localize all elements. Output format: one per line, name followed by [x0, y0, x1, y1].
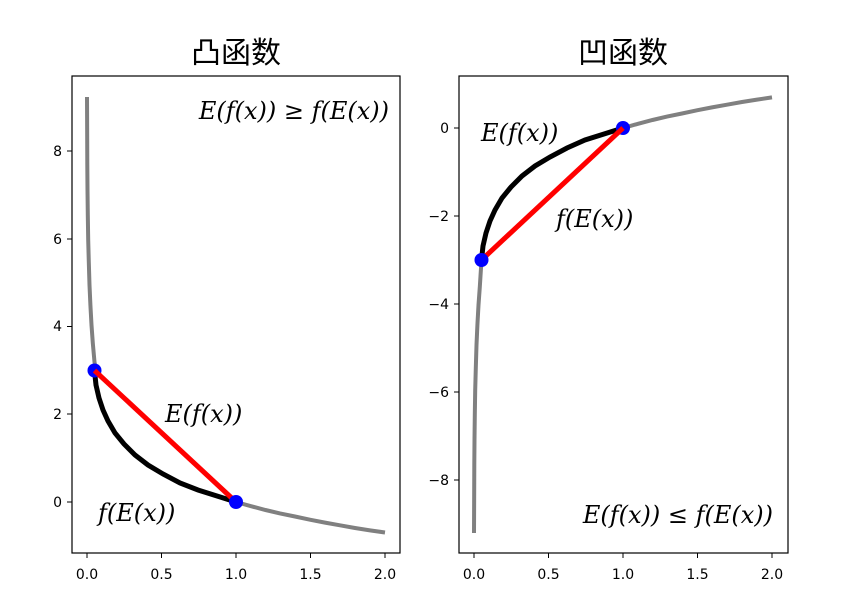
- right-y-ticks: [454, 127, 459, 481]
- left-ytick-label: 6: [53, 232, 62, 248]
- right-chord-cap: [615, 126, 625, 136]
- left-xtick-label: 0.5: [150, 567, 172, 583]
- right-concave-segment: [479, 125, 624, 261]
- right-annotation-expected-f: E(f(x)): [480, 119, 558, 147]
- right-chart-title: 凹函数: [578, 36, 668, 71]
- right-xtick-label: 1.5: [686, 567, 708, 583]
- right-ytick-label: −2: [428, 209, 449, 225]
- left-ytick-label: 2: [53, 407, 62, 423]
- right-xtick-label: 2.0: [761, 567, 783, 583]
- right-axes: 0.0 0.5 1.0 1.5 2.0 0 −2 −4 −6 −8 E(f(x)…: [428, 75, 789, 583]
- right-plot-frame: [458, 75, 789, 554]
- left-xtick-label: 1.5: [299, 567, 321, 583]
- right-xtick-label: 0.5: [537, 567, 559, 583]
- right-annotation-inequality: E(f(x)) ≤ f(E(x)): [582, 501, 773, 529]
- left-ytick-label: 8: [53, 144, 62, 160]
- right-ytick-label: −8: [428, 473, 449, 489]
- left-plot-frame: [71, 75, 401, 554]
- left-y-ticks: [67, 150, 72, 503]
- right-ytick-label: 0: [440, 121, 449, 137]
- left-x-ticks: [86, 553, 386, 558]
- right-annotation-f-expected: f(E(x)): [554, 205, 633, 233]
- left-xtick-label: 2.0: [374, 567, 396, 583]
- left-convex-segment: [92, 370, 237, 505]
- left-ytick-label: 0: [53, 495, 62, 511]
- left-chord-line: [92, 368, 238, 504]
- right-x-ticks: [473, 553, 773, 558]
- left-function-curve: [85, 96, 386, 535]
- left-xtick-label: 1.0: [225, 567, 247, 583]
- right-xtick-label: 1.0: [612, 567, 634, 583]
- left-axes: 0.0 0.5 1.0 1.5 2.0 0 2 4 6 8 E(f(x)) ≥ …: [53, 75, 401, 583]
- left-ytick-label: 4: [53, 319, 62, 335]
- right-chord-line: [479, 126, 625, 262]
- left-annotation-f-expected: f(E(x)): [96, 499, 175, 527]
- left-chord-cap: [92, 368, 102, 378]
- left-annotation-expected-f: E(f(x)): [164, 400, 242, 428]
- right-xtick-label: 0.0: [463, 567, 485, 583]
- right-function-curve: [472, 95, 773, 534]
- left-annotation-inequality: E(f(x)) ≥ f(E(x)): [198, 97, 389, 125]
- right-ytick-label: −6: [428, 385, 449, 401]
- left-chart-title: 凸函数: [191, 36, 281, 71]
- right-endpoint-marker: [474, 253, 489, 267]
- left-xtick-label: 0.0: [76, 567, 98, 583]
- left-endpoint-marker: [229, 495, 243, 509]
- right-ytick-label: −4: [428, 297, 449, 313]
